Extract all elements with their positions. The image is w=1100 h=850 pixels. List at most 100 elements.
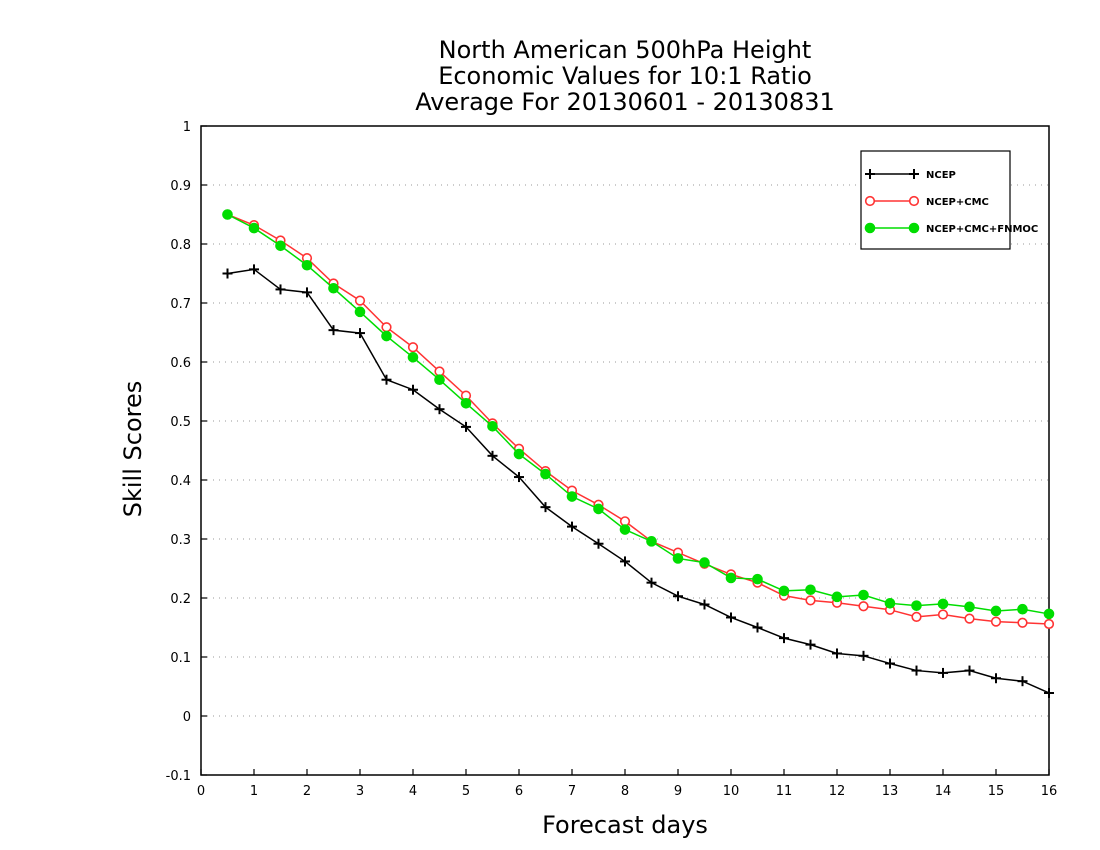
data-point-filled-circle	[725, 572, 737, 584]
data-point-plus	[249, 264, 259, 275]
x-axis-ticks: 0 1 2 3 4 5 6 7 8 9 10 11 12 13 14 15 16	[197, 769, 1057, 799]
data-point-plus	[355, 328, 365, 339]
data-point-filled-circle	[964, 601, 975, 613]
data-point-open-circle	[407, 342, 419, 353]
data-point-open-circle	[908, 195, 920, 207]
data-point-plus	[302, 287, 312, 298]
y-axis-label: Skill Scores	[119, 381, 147, 518]
data-point-filled-circle	[407, 351, 419, 363]
data-point-open-circle	[937, 609, 949, 620]
chart-title-line-2: Economic Values for 10:1 Ratio	[438, 62, 812, 90]
y-axis-ticks: -0.1 0 0.1 0.2 0.3 0.4 0.5 0.6 0.7 0.8 0.9 1	[166, 120, 207, 784]
data-point-plus	[673, 591, 683, 602]
data-point-open-circle	[381, 322, 392, 333]
data-point-filled-circle	[884, 598, 896, 609]
series-line	[227, 268, 1050, 694]
data-point-filled-circle	[699, 557, 710, 568]
x-tick-label: 1	[250, 784, 258, 799]
data-point-plus	[461, 421, 471, 432]
series-line	[227, 213, 1050, 615]
data-point-open-circle	[1043, 618, 1055, 630]
data-point-plus	[1044, 687, 1054, 698]
data-point-filled-circle	[593, 503, 604, 515]
data-point-filled-circle	[646, 536, 657, 547]
legend-entry: NCEP+CMC+FNMOC	[864, 222, 1038, 235]
y-tick-label: 0.1	[170, 651, 191, 666]
data-point-plus	[408, 384, 418, 395]
data-point-plus	[381, 374, 392, 385]
y-tick-label: 1	[183, 120, 191, 135]
y-tick-label: 0.7	[170, 297, 191, 312]
data-point-filled-circle	[858, 589, 869, 601]
data-point-filled-circle	[908, 222, 920, 234]
data-point-filled-circle	[540, 468, 551, 480]
data-point-filled-circle	[460, 398, 472, 409]
data-point-open-circle	[990, 616, 1002, 627]
x-tick-label: 11	[776, 784, 793, 799]
x-tick-label: 15	[988, 784, 1005, 799]
data-point-plus	[275, 284, 286, 295]
y-tick-label: 0.6	[170, 356, 191, 371]
data-point-filled-circle	[831, 591, 843, 603]
data-point-filled-circle	[1043, 608, 1055, 620]
data-point-open-circle	[864, 195, 876, 207]
y-tick-label: 0.9	[170, 179, 191, 194]
x-tick-label: 9	[674, 784, 682, 799]
data-point-filled-circle	[911, 600, 922, 611]
data-point-plus	[911, 665, 922, 676]
data-point-filled-circle	[778, 585, 790, 597]
data-point-plus	[328, 325, 339, 336]
grid-lines	[201, 184, 1049, 717]
legend-label: NCEP	[926, 170, 956, 181]
data-point-plus	[567, 521, 577, 532]
data-point-filled-circle	[990, 605, 1002, 617]
data-point-filled-circle	[381, 330, 392, 342]
chart-title-line-1: North American 500hPa Height	[439, 36, 812, 64]
data-point-plus	[434, 404, 445, 415]
y-tick-label: 0.4	[170, 474, 191, 489]
y-tick-label: 0	[183, 710, 191, 725]
x-tick-label: 3	[356, 784, 364, 799]
data-point-filled-circle	[1017, 603, 1028, 615]
data-point-filled-circle	[275, 240, 286, 252]
y-tick-label: 0.8	[170, 238, 191, 253]
legend-entry: NCEP+CMC	[864, 195, 989, 208]
data-point-plus	[1017, 676, 1028, 687]
data-point-filled-circle	[434, 374, 445, 386]
data-point-plus	[909, 169, 919, 179]
data-point-filled-circle	[487, 421, 498, 432]
data-point-plus	[593, 538, 604, 549]
data-point-plus	[858, 650, 869, 661]
data-point-plus	[865, 169, 875, 179]
legend-box	[860, 150, 1011, 250]
data-point-plus	[222, 268, 233, 279]
data-point-filled-circle	[328, 282, 339, 294]
data-point-plus	[540, 502, 551, 513]
data-point-filled-circle	[222, 209, 233, 220]
data-point-plus	[779, 633, 789, 644]
y-tick-label: 0.3	[170, 533, 191, 548]
data-point-filled-circle	[301, 259, 313, 271]
data-point-open-circle	[1017, 617, 1028, 628]
data-point-plus	[752, 622, 763, 633]
chart-title-line-3: Average For 20130601 - 20130831	[415, 88, 835, 116]
series-line	[227, 213, 1050, 625]
data-point-filled-circle	[619, 524, 631, 535]
data-point-plus	[991, 673, 1001, 684]
data-point-open-circle	[805, 595, 816, 606]
y-tick-label: 0.5	[170, 415, 191, 430]
data-point-plus	[805, 639, 816, 650]
legend: NCEP NCEP+CMC NCEP+CMC+FNMOC	[860, 150, 1038, 250]
data-point-open-circle	[964, 613, 975, 624]
x-tick-label: 4	[409, 784, 417, 799]
legend-entry: NCEP	[865, 169, 956, 181]
x-tick-label: 13	[882, 784, 899, 799]
x-tick-label: 6	[515, 784, 523, 799]
data-point-plus	[832, 648, 842, 659]
x-tick-label: 14	[935, 784, 952, 799]
series-ncep-cmc-fnmoc	[222, 209, 1055, 620]
data-series	[222, 209, 1055, 698]
data-point-plus	[964, 665, 975, 676]
y-tick-label: -0.1	[166, 769, 191, 784]
